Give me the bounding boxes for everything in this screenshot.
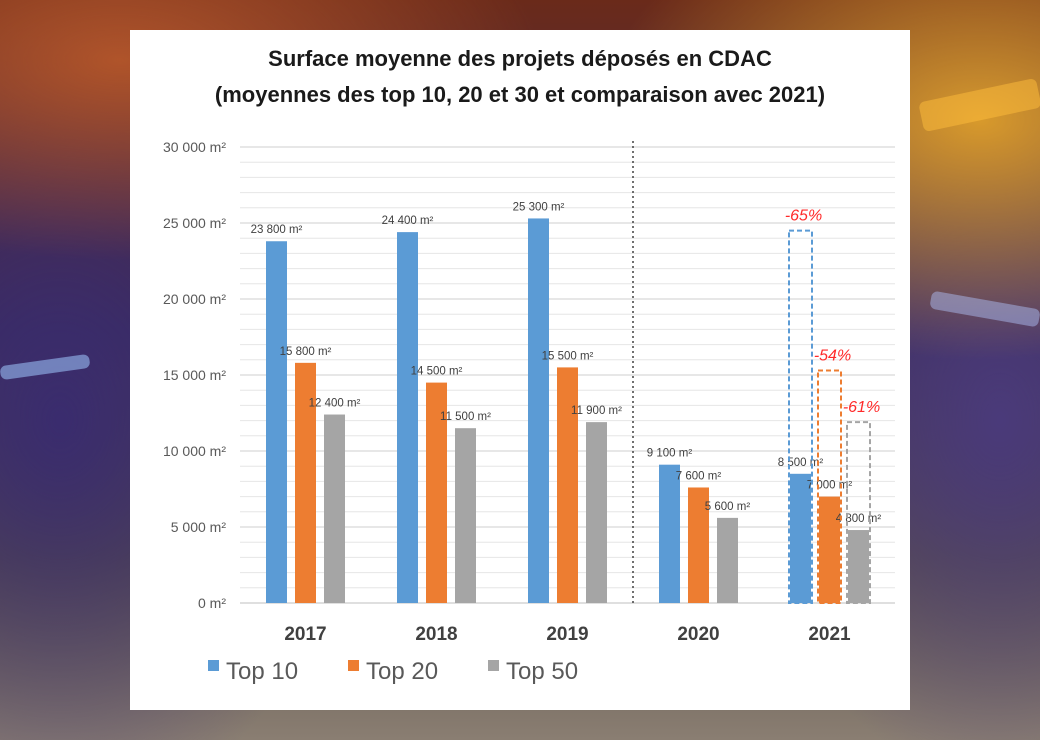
data-label: 15 800 m² (280, 346, 332, 358)
data-label: 8 500 m² (778, 457, 824, 469)
bar-top-10 (266, 241, 287, 604)
category-label: 2021 (808, 624, 851, 645)
comparison-reference-box (817, 369, 842, 604)
bar-top-50 (848, 530, 869, 603)
bar-top-10 (528, 218, 549, 603)
bar-top-10 (659, 464, 680, 603)
bar-top-10 (790, 473, 811, 603)
data-label: 11 900 m² (571, 405, 622, 417)
bar-top-20 (295, 362, 316, 603)
comparison-reference-box (788, 229, 813, 604)
chart-subtitle: (moyennes des top 10, 20 et 30 et compar… (214, 82, 826, 107)
legend-swatch (488, 660, 499, 671)
background-light-streak (929, 290, 1040, 328)
percent-change-label: -65% (785, 208, 822, 225)
background-light-streak (918, 77, 1040, 133)
legend-swatch (348, 660, 359, 671)
y-tick-label: 30 000 m² (163, 139, 226, 155)
legend-label: Top 10 (226, 658, 298, 685)
bar-top-50 (455, 428, 476, 603)
data-label: 7 000 m² (807, 480, 853, 492)
y-tick-label: 5 000 m² (171, 519, 227, 535)
percent-change-label: -61% (843, 399, 880, 416)
bar-top-50 (324, 414, 345, 603)
comparison-reference-box (846, 421, 871, 604)
bar-top-50 (586, 422, 607, 603)
bar-chart: 0 m² 5 000 m² 10 000 m² 15 000 m² 20 000 m² 2… (163, 139, 895, 685)
data-label: 4 800 m² (836, 513, 882, 525)
legend-label: Top 20 (366, 658, 438, 685)
y-tick-label: 25 000 m² (163, 215, 226, 231)
chart-title: Surface moyenne des projets déposés en C… (268, 46, 772, 71)
data-label: 12 400 m² (309, 398, 361, 410)
category-label: 2018 (415, 624, 457, 645)
category-label: 2020 (677, 624, 719, 645)
bar-top-10 (397, 232, 418, 603)
data-label: 15 500 m² (542, 350, 594, 362)
data-label: 11 500 m² (440, 411, 491, 423)
y-tick-label: 10 000 m² (163, 443, 226, 459)
bar-top-20 (426, 382, 447, 603)
background-light-streak (0, 353, 91, 381)
bar-top-20 (819, 496, 840, 603)
percent-change-label: -54% (814, 347, 851, 364)
legend-label: Top 50 (506, 658, 578, 685)
data-label: 23 800 m² (251, 224, 303, 236)
data-label: 9 100 m² (647, 448, 693, 460)
y-tick-label: 0 m² (198, 595, 226, 611)
data-label: 14 500 m² (411, 366, 463, 378)
data-label: 24 400 m² (382, 215, 434, 227)
category-label: 2017 (284, 624, 326, 645)
y-tick-label: 20 000 m² (163, 291, 226, 307)
category-label: 2019 (546, 624, 588, 645)
bar-top-20 (557, 367, 578, 603)
data-label: 7 600 m² (676, 470, 722, 482)
bar-top-20 (688, 487, 709, 603)
data-label: 25 300 m² (513, 201, 565, 213)
data-label: 5 600 m² (705, 501, 751, 513)
bar-top-50 (717, 517, 738, 603)
legend-swatch (208, 660, 219, 671)
y-tick-label: 15 000 m² (163, 367, 226, 383)
chart-panel: Surface moyenne des projets déposés en C… (130, 30, 910, 710)
